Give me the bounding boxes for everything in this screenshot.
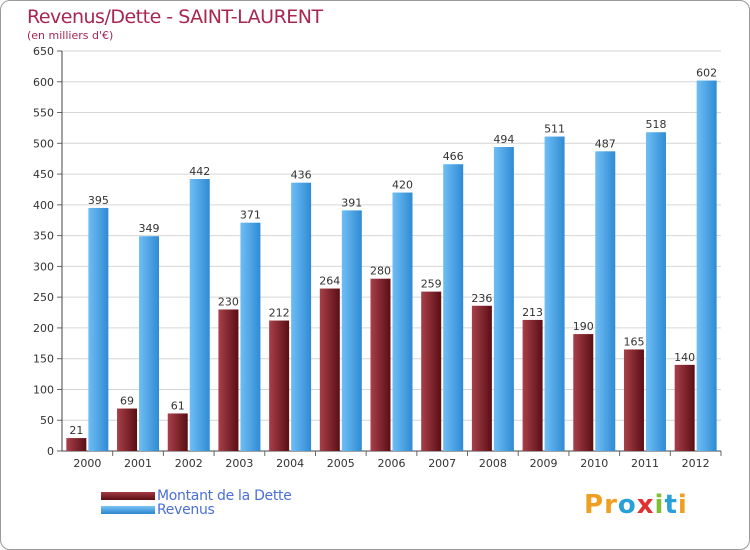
bar-revenus (443, 164, 464, 451)
data-label-revenus: 511 (544, 123, 565, 136)
bar-revenus (291, 182, 312, 451)
x-tick-label: 2000 (73, 457, 101, 470)
y-tick-label: 200 (33, 322, 54, 335)
bar-revenus (341, 210, 362, 451)
bar-dette (269, 320, 290, 451)
data-label-dette: 21 (69, 424, 83, 437)
x-tick-label: 2012 (682, 457, 710, 470)
data-label-dette: 264 (319, 275, 340, 288)
bar-revenus (645, 132, 666, 451)
logo-letter: i (654, 490, 665, 520)
data-label-dette: 259 (421, 278, 442, 291)
logo-letter: P (584, 490, 605, 520)
x-tick-label: 2003 (225, 457, 253, 470)
x-tick-label: 2004 (276, 457, 304, 470)
y-tick-label: 150 (33, 353, 54, 366)
data-label-revenus: 466 (443, 150, 464, 163)
data-label-dette: 190 (573, 320, 594, 333)
bar-dette (66, 438, 87, 451)
proxiti-logo: Proxiti (584, 490, 688, 520)
bar-dette (218, 309, 239, 451)
x-tick-label: 2005 (327, 457, 355, 470)
y-tick-label: 300 (33, 260, 54, 273)
y-tick-label: 350 (33, 230, 54, 243)
data-label-dette: 213 (522, 306, 543, 319)
legend-swatch-revenus (101, 506, 155, 514)
data-label-revenus: 420 (392, 179, 413, 192)
data-label-revenus: 349 (139, 222, 160, 235)
logo-letter: i (677, 490, 688, 520)
logo-letter: r (604, 490, 618, 520)
x-tick-label: 2002 (175, 457, 203, 470)
y-tick-label: 650 (33, 45, 54, 58)
y-tick-label: 600 (33, 76, 54, 89)
data-label-revenus: 602 (696, 67, 717, 80)
data-label-dette: 212 (269, 307, 290, 320)
bar-revenus (544, 136, 565, 452)
y-tick-label: 250 (33, 291, 54, 304)
data-label-dette: 140 (674, 351, 695, 364)
bar-revenus (240, 222, 261, 451)
data-label-revenus: 436 (291, 169, 312, 182)
bar-dette (674, 364, 695, 451)
bar-dette (522, 319, 543, 451)
bar-dette (421, 291, 442, 451)
y-tick-label: 550 (33, 107, 54, 120)
bar-revenus (696, 80, 717, 452)
data-label-dette: 236 (471, 292, 492, 305)
y-tick-label: 500 (33, 137, 54, 150)
bar-dette (573, 334, 594, 451)
logo-letter: t (664, 490, 678, 520)
legend-item-dette: Montant de la Dette (101, 488, 292, 504)
x-tick-label: 2007 (428, 457, 456, 470)
x-tick-label: 2008 (479, 457, 507, 470)
x-tick-label: 2006 (378, 457, 406, 470)
bar-revenus (595, 151, 616, 452)
bar-dette (471, 305, 492, 451)
x-tick-label: 2010 (580, 457, 608, 470)
data-label-dette: 61 (171, 399, 185, 412)
data-label-revenus: 518 (645, 118, 666, 131)
data-label-revenus: 391 (341, 196, 362, 209)
bar-revenus (493, 147, 514, 451)
x-tick-label: 2011 (631, 457, 659, 470)
data-label-revenus: 395 (88, 194, 109, 207)
bar-revenus (392, 192, 413, 452)
x-tick-label: 2009 (530, 457, 558, 470)
data-label-dette: 69 (120, 395, 134, 408)
y-tick-label: 50 (40, 414, 54, 427)
legend-item-revenus: Revenus (101, 502, 215, 518)
bar-dette (117, 408, 138, 451)
bar-dette (319, 288, 340, 451)
bar-dette (167, 413, 188, 451)
y-tick-label: 450 (33, 168, 54, 181)
data-label-dette: 230 (218, 295, 239, 308)
legend-swatch-dette (101, 492, 155, 500)
legend-label-revenus: Revenus (157, 502, 215, 518)
data-label-dette: 165 (623, 335, 644, 348)
y-tick-label: 400 (33, 199, 54, 212)
data-label-revenus: 371 (240, 209, 261, 222)
chart-subtitle: (en milliers d'€) (27, 29, 114, 42)
data-label-revenus: 494 (493, 133, 514, 146)
bar-revenus (88, 207, 109, 451)
legend-label-dette: Montant de la Dette (157, 488, 292, 504)
logo-letter: x (636, 490, 655, 520)
bar-dette (370, 278, 391, 451)
data-label-revenus: 487 (595, 137, 616, 150)
y-tick-label: 100 (33, 383, 54, 396)
data-label-revenus: 442 (189, 165, 210, 178)
bar-revenus (189, 179, 210, 451)
y-tick-label: 0 (47, 445, 54, 458)
data-label-dette: 280 (370, 265, 391, 278)
logo-letter: o (617, 490, 637, 520)
bar-dette (623, 349, 644, 451)
chart-title: Revenus/Dette - SAINT-LAURENT (27, 6, 323, 28)
bar-revenus (139, 236, 160, 451)
x-tick-label: 2001 (124, 457, 152, 470)
